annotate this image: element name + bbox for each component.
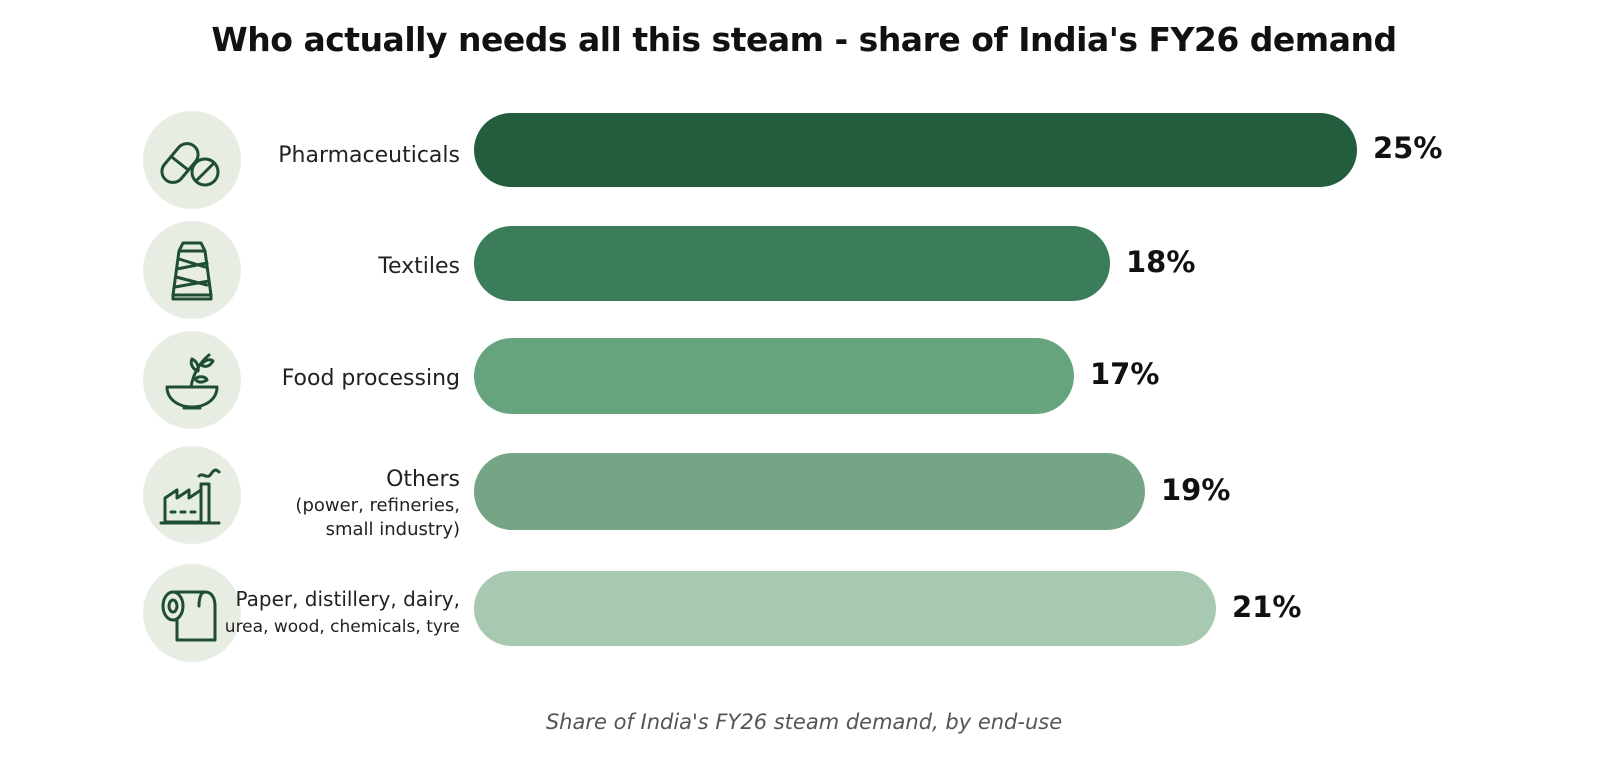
chart-title: Who actually needs all this steam - shar… (211, 20, 1397, 59)
bowl-sprout-icon (143, 331, 241, 429)
category-label: Others (power, refineries, small industry) (295, 466, 460, 542)
category-label: Pharmaceuticals (278, 143, 460, 168)
category-label: Food processing (282, 366, 460, 391)
paper-roll-icon (143, 564, 241, 662)
bar-textiles (474, 226, 1110, 301)
category-sublabel: small industry) (325, 519, 460, 540)
category-label-text: Pharmaceuticals (278, 143, 460, 168)
thread-spool-icon (143, 221, 241, 319)
value-label: 19% (1161, 472, 1231, 507)
category-sublabel: (power, refineries, (295, 495, 460, 516)
category-sublabel: urea, wood, chemicals, tyre (224, 617, 460, 637)
category-label: Textiles (378, 254, 460, 279)
chart-caption: Share of India's FY26 steam demand, by e… (545, 710, 1063, 734)
value-label: 21% (1232, 589, 1302, 624)
category-label-text: Food processing (281, 366, 460, 391)
value-label: 17% (1090, 357, 1160, 391)
factory-icon (143, 446, 241, 544)
bar-pharmaceuticals (474, 113, 1357, 187)
value-label: 18% (1126, 244, 1196, 279)
bar-paper-distillery-dairy (474, 571, 1216, 646)
category-label-text: Others (386, 467, 460, 492)
pill-capsule-icon (143, 111, 241, 209)
bar-food-processing (474, 338, 1074, 414)
bar-others (474, 453, 1145, 530)
category-label: Paper, distillery, dairy, urea, wood, che… (225, 584, 460, 641)
category-label-text: Paper, distillery, dairy, (235, 587, 460, 611)
category-label-text: Textiles (378, 254, 460, 279)
value-label: 25% (1373, 131, 1443, 165)
